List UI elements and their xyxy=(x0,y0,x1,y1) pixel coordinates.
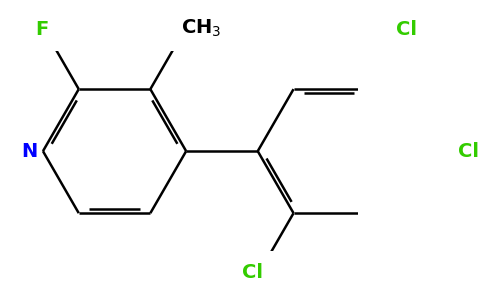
Text: Cl: Cl xyxy=(242,263,263,282)
Text: N: N xyxy=(21,142,37,160)
Text: F: F xyxy=(35,20,48,39)
Text: Cl: Cl xyxy=(458,142,479,160)
Text: Cl: Cl xyxy=(395,20,417,39)
Text: CH$_3$: CH$_3$ xyxy=(181,18,221,39)
